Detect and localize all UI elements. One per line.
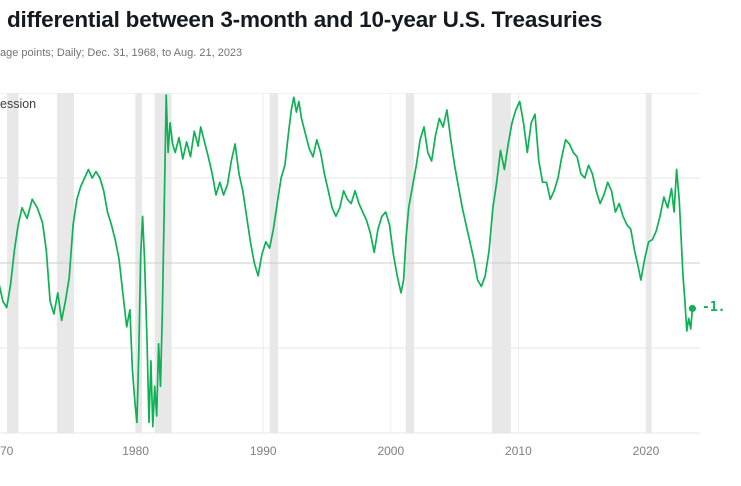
chart-area: 70 1980 1990 2000 2010 2020 ession -1. (0, 93, 741, 485)
chart-subtitle: age points; Daily; Dec. 31, 1968, to Aug… (0, 47, 243, 59)
end-point-dot (688, 304, 697, 313)
x-tick-label: 2020 (633, 444, 660, 458)
x-tick-label: 2000 (377, 444, 404, 458)
x-tick-label: 1990 (250, 444, 277, 458)
x-tick-label: 2010 (505, 444, 532, 458)
spread-chart-svg: 70 1980 1990 2000 2010 2020 (0, 93, 700, 458)
spread-line (0, 94, 694, 428)
x-tick-label: 70 (0, 444, 14, 458)
recession-legend-label: ession (0, 97, 37, 111)
chart-header: differential between 3-month and 10-year… (0, 0, 741, 60)
latest-value-label: -1. (702, 300, 726, 315)
x-tick-label: 1980 (122, 444, 149, 458)
chart-title: differential between 3-month and 10-year… (7, 7, 603, 32)
